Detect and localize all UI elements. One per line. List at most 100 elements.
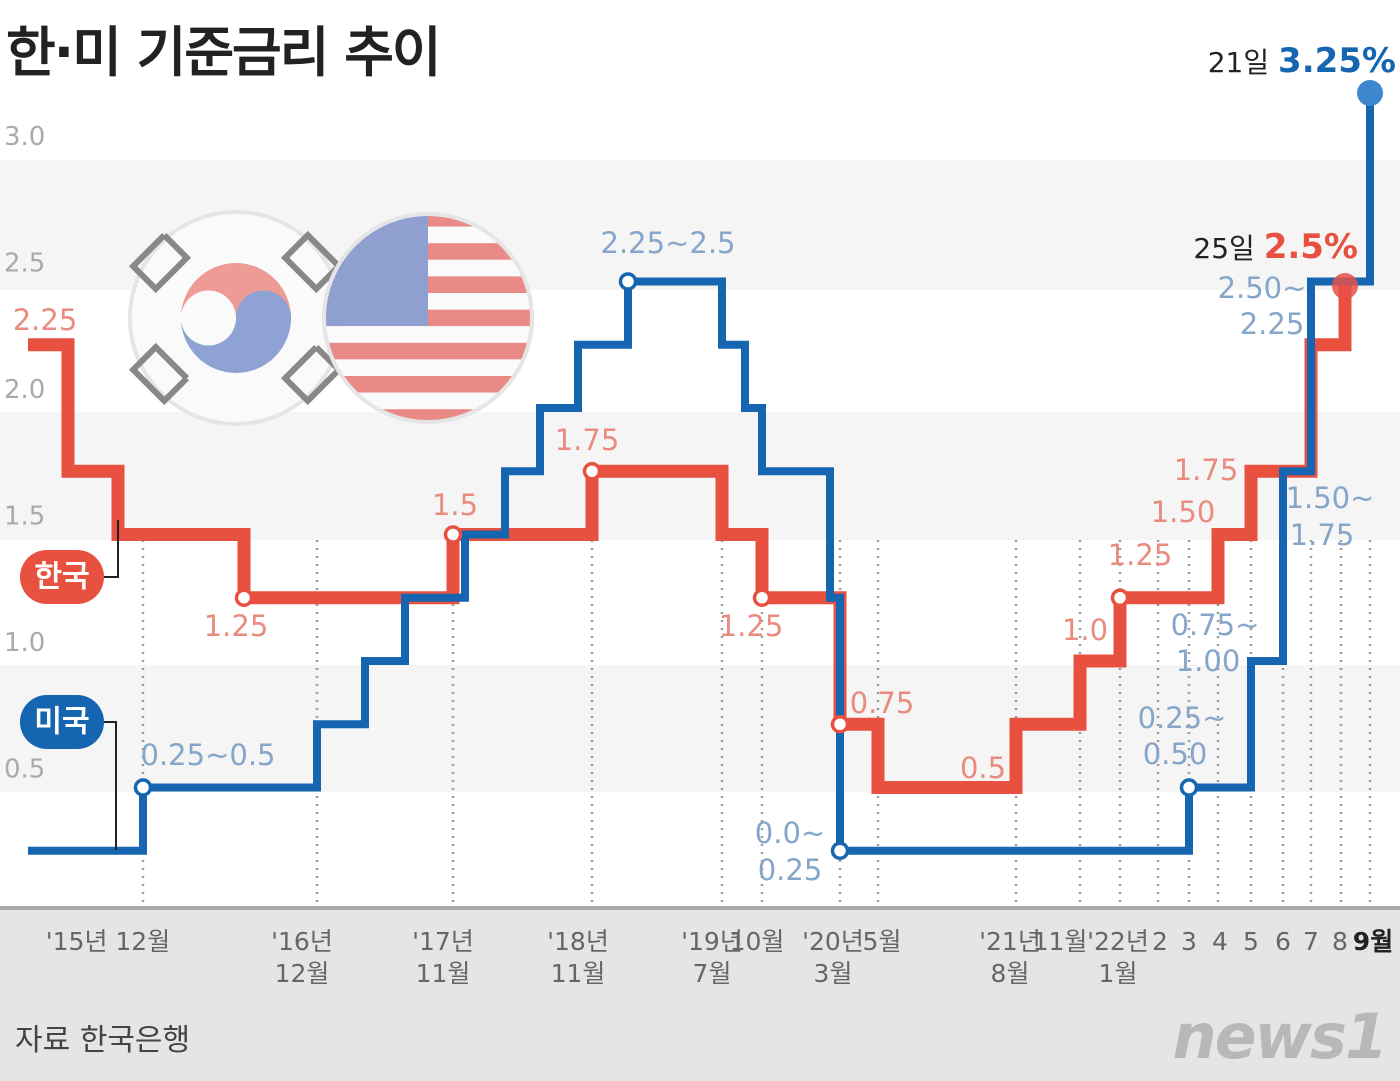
x-tick-label: 2	[1152, 927, 1168, 956]
flag-stripe	[324, 392, 532, 410]
trigram	[280, 230, 344, 294]
annotation-us: 1.00	[1176, 644, 1241, 678]
x-axis-band	[0, 908, 1400, 1081]
annotation-korea: 1.75	[555, 423, 620, 457]
data-point-korea	[752, 588, 772, 607]
us-flag-icon	[322, 212, 534, 424]
x-tick-label: 5	[1243, 927, 1259, 956]
data-point-us	[133, 778, 153, 797]
legend-pill-korea	[20, 550, 104, 604]
final-label-us: 21일 3.25%	[1208, 41, 1396, 81]
final-day: 25일	[1193, 232, 1263, 265]
x-tick-label: 7	[1303, 927, 1319, 956]
data-point-korea	[1110, 588, 1130, 607]
annotation-korea: 1.75	[1174, 453, 1239, 487]
x-tick-label: '17년	[412, 927, 474, 956]
x-tick-label: '15년 12월	[46, 927, 170, 956]
data-point-korea	[234, 588, 254, 607]
data-point-us	[830, 841, 850, 860]
x-tick-label: 4	[1212, 927, 1228, 956]
flag-rim	[322, 212, 534, 424]
source-note: 자료 한국은행	[15, 1023, 191, 1058]
data-point-korea	[443, 525, 463, 544]
us-flag-body	[324, 214, 532, 422]
x-tick-label: 8	[1332, 927, 1348, 956]
taegeuk-blue	[181, 290, 291, 373]
data-point-us	[618, 272, 638, 291]
annotation-us: 2.25	[1240, 307, 1305, 341]
legend-connector	[102, 721, 117, 850]
legend-label-us: 미국	[34, 705, 89, 740]
annotation-us: 1.50~	[1286, 481, 1375, 515]
series-line-us	[28, 91, 1374, 855]
annotation-us: 0.75~	[1171, 608, 1260, 642]
x-tick-label: '16년	[271, 927, 333, 956]
trigram	[280, 342, 344, 406]
x-tick-label: 9월	[1353, 927, 1393, 956]
data-point-korea	[830, 715, 850, 734]
legend-pill-us	[20, 695, 104, 749]
flag-stripe	[324, 342, 532, 360]
x-tick-label: 3월	[814, 959, 853, 988]
y-tick-label: 2.5	[4, 249, 45, 279]
annotation-korea: 1.25	[204, 609, 269, 643]
news1-logo: news1	[1172, 1000, 1388, 1073]
annotation-us: 0.25	[758, 853, 823, 887]
x-tick-label: '21년	[979, 927, 1041, 956]
x-tick-label: '19년	[681, 927, 743, 956]
x-tick-label: 3	[1181, 927, 1197, 956]
annotation-us: 0.0~	[755, 816, 825, 850]
grid-band	[0, 665, 1400, 792]
legend-connector	[102, 520, 119, 578]
x-tick-label: 12월	[275, 959, 330, 988]
x-tick-label: 8월	[991, 959, 1030, 988]
x-tick-label: '18년	[547, 927, 609, 956]
chart-title: 한·미 기준금리 추이	[6, 21, 442, 84]
x-tick-label: 1월	[1099, 959, 1138, 988]
annotation-us: 2.50~	[1218, 271, 1307, 305]
annotation-us: 0.25~	[1138, 701, 1227, 735]
flag-stripe	[324, 359, 532, 376]
annotation-us: 0.25~0.5	[141, 738, 276, 772]
annotation-korea: 0.5	[960, 751, 1006, 785]
y-tick-label: 2.0	[4, 375, 45, 405]
annotation-us: 1.75	[1290, 518, 1355, 552]
y-tick-label: 3.0	[4, 122, 45, 152]
data-point-us	[1179, 778, 1199, 797]
trigram	[128, 342, 192, 406]
data-point-korea	[582, 462, 602, 481]
x-tick-label: 11월	[416, 959, 471, 988]
x-tick-label: '20년	[802, 927, 864, 956]
x-tick-label: 11월	[1033, 927, 1088, 956]
end-point-us	[1357, 80, 1383, 106]
legend-label-korea: 한국	[34, 560, 89, 595]
annotation-korea: 1.5	[432, 488, 478, 522]
x-tick-label: 7월	[693, 959, 732, 988]
annotation-korea: 0.75	[850, 686, 915, 720]
annotation-us: 0.50	[1143, 737, 1208, 771]
annotation-korea: 1.50	[1151, 495, 1216, 529]
y-tick-label: 1.0	[4, 628, 45, 658]
annotation-korea: 1.0	[1062, 613, 1108, 647]
final-day: 21일	[1208, 46, 1278, 79]
end-point-korea	[1332, 273, 1358, 299]
annotation-korea: 1.25	[1108, 538, 1173, 572]
korea-flag-icon	[128, 210, 344, 426]
x-tick-label: 6	[1275, 927, 1291, 956]
annotation-korea: 1.25	[719, 609, 784, 643]
annotation-korea: 2.25	[13, 303, 78, 337]
flag-stripe	[324, 326, 532, 343]
x-tick-label: 5월	[863, 927, 902, 956]
x-tick-label: 11월	[551, 959, 606, 988]
annotation-us: 2.25~2.5	[601, 226, 736, 260]
x-tick-label: '22년	[1087, 927, 1149, 956]
x-tick-label: 10월	[730, 927, 785, 956]
final-label-korea: 25일 2.5%	[1193, 227, 1358, 267]
flag-stripe	[324, 376, 532, 393]
trigram	[128, 230, 192, 294]
final-value: 3.25%	[1278, 41, 1396, 81]
y-tick-label: 0.5	[4, 755, 45, 785]
final-value: 2.5%	[1264, 227, 1358, 267]
y-tick-label: 1.5	[4, 502, 45, 532]
